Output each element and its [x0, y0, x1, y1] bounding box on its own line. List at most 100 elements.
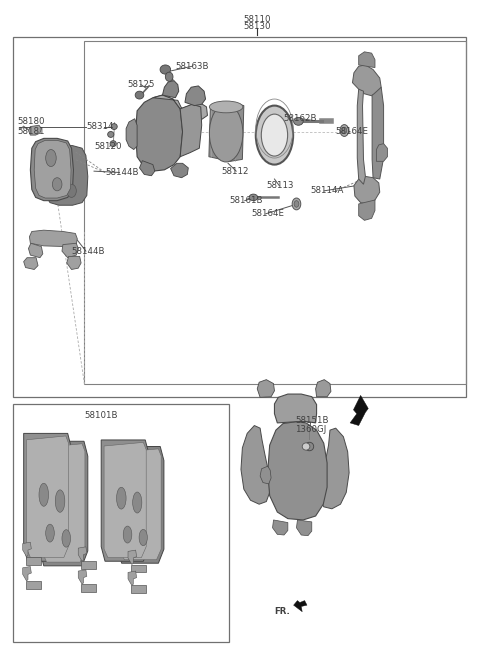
Polygon shape — [162, 81, 179, 98]
Polygon shape — [28, 125, 41, 135]
Polygon shape — [120, 449, 161, 560]
Ellipse shape — [110, 141, 116, 147]
Polygon shape — [297, 520, 312, 535]
Ellipse shape — [62, 530, 71, 547]
Polygon shape — [170, 164, 188, 177]
Polygon shape — [24, 434, 72, 561]
Text: FR.: FR. — [275, 607, 290, 616]
Ellipse shape — [209, 101, 243, 113]
Polygon shape — [359, 200, 375, 220]
Ellipse shape — [123, 526, 132, 543]
Text: 58144B: 58144B — [105, 168, 139, 177]
Ellipse shape — [111, 124, 117, 129]
Text: 58113: 58113 — [266, 181, 294, 190]
Polygon shape — [81, 561, 96, 569]
Polygon shape — [104, 442, 146, 558]
Polygon shape — [131, 585, 146, 593]
Text: 58130: 58130 — [243, 22, 271, 32]
Ellipse shape — [46, 150, 56, 167]
Ellipse shape — [256, 106, 293, 165]
Polygon shape — [101, 440, 149, 561]
Ellipse shape — [294, 118, 303, 125]
Polygon shape — [140, 161, 155, 175]
Ellipse shape — [55, 490, 65, 512]
Text: 58151B: 58151B — [295, 416, 328, 425]
Ellipse shape — [139, 530, 147, 546]
Polygon shape — [354, 176, 380, 204]
Text: 58180: 58180 — [17, 118, 45, 127]
Polygon shape — [128, 550, 137, 564]
Polygon shape — [209, 103, 244, 162]
Polygon shape — [359, 52, 375, 68]
Ellipse shape — [60, 158, 71, 174]
Polygon shape — [78, 547, 87, 561]
Polygon shape — [118, 447, 164, 563]
Text: 58181: 58181 — [17, 127, 45, 136]
Ellipse shape — [135, 91, 144, 99]
Ellipse shape — [292, 198, 301, 210]
Bar — [84, 41, 466, 384]
Text: 58120: 58120 — [94, 142, 121, 150]
Polygon shape — [128, 571, 137, 585]
Text: 58110: 58110 — [243, 14, 271, 24]
Text: 58125: 58125 — [128, 80, 155, 89]
Polygon shape — [81, 584, 96, 592]
Polygon shape — [153, 95, 207, 120]
Polygon shape — [23, 566, 31, 581]
Polygon shape — [275, 394, 317, 423]
Polygon shape — [185, 86, 205, 106]
Text: 58114A: 58114A — [311, 187, 344, 195]
Polygon shape — [273, 520, 288, 535]
Polygon shape — [126, 119, 137, 150]
Polygon shape — [29, 230, 77, 246]
Polygon shape — [34, 141, 71, 198]
Ellipse shape — [342, 127, 347, 134]
Ellipse shape — [46, 524, 54, 542]
Polygon shape — [357, 89, 365, 184]
Polygon shape — [350, 396, 368, 426]
Polygon shape — [24, 258, 38, 269]
Polygon shape — [372, 87, 384, 179]
Text: 58163B: 58163B — [175, 62, 209, 71]
Text: 58314: 58314 — [87, 122, 114, 131]
Polygon shape — [26, 436, 69, 557]
Text: 58112: 58112 — [222, 167, 249, 175]
Text: 58144B: 58144B — [72, 246, 105, 256]
Text: 58162B: 58162B — [283, 114, 317, 124]
Polygon shape — [316, 380, 331, 397]
Polygon shape — [131, 564, 146, 572]
Polygon shape — [67, 256, 81, 269]
Bar — [12, 37, 466, 397]
Polygon shape — [260, 466, 271, 484]
Ellipse shape — [108, 131, 114, 137]
Ellipse shape — [132, 492, 142, 513]
Text: 58164E: 58164E — [252, 210, 285, 218]
Text: 1360GJ: 1360GJ — [295, 425, 326, 434]
Ellipse shape — [117, 487, 126, 509]
Polygon shape — [376, 144, 387, 162]
Ellipse shape — [209, 104, 243, 162]
Polygon shape — [40, 442, 88, 566]
Ellipse shape — [302, 443, 310, 450]
Polygon shape — [43, 443, 85, 562]
Ellipse shape — [340, 125, 348, 137]
Polygon shape — [25, 581, 41, 589]
Polygon shape — [180, 104, 202, 157]
Polygon shape — [321, 428, 349, 509]
Ellipse shape — [165, 72, 173, 81]
Polygon shape — [25, 556, 41, 564]
Polygon shape — [294, 600, 307, 612]
Text: 58161B: 58161B — [229, 196, 263, 205]
Text: 58101B: 58101B — [84, 411, 118, 420]
Ellipse shape — [261, 114, 288, 156]
Polygon shape — [44, 146, 88, 205]
Polygon shape — [23, 542, 31, 556]
Polygon shape — [62, 243, 78, 258]
Ellipse shape — [305, 442, 314, 451]
Polygon shape — [241, 426, 270, 504]
Bar — [12, 404, 229, 642]
Polygon shape — [257, 380, 275, 397]
Polygon shape — [30, 139, 73, 200]
Ellipse shape — [294, 200, 299, 207]
Polygon shape — [28, 243, 43, 258]
